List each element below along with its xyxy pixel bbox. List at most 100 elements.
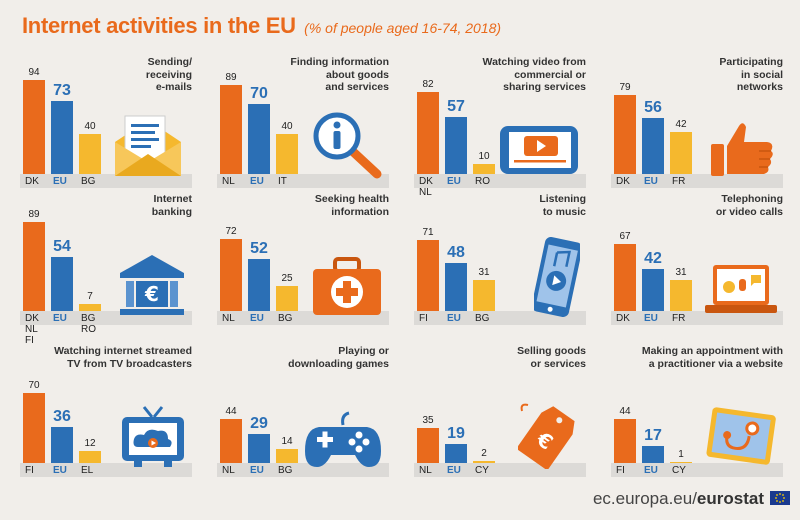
bar bbox=[642, 118, 664, 174]
chart-title-line: sharing services bbox=[503, 81, 586, 93]
chart-title-line: Playing or bbox=[338, 345, 389, 357]
chart-title: Finding information about goods and servic… bbox=[290, 56, 389, 94]
data-label: 2 bbox=[481, 448, 487, 459]
bar bbox=[23, 222, 45, 311]
chart-floor bbox=[611, 311, 783, 325]
category-label: EU bbox=[447, 176, 461, 187]
data-label: 10 bbox=[478, 151, 490, 162]
bar bbox=[79, 451, 101, 463]
bar bbox=[276, 134, 298, 174]
category-label: EL bbox=[81, 465, 94, 476]
chart-title: Selling goods or services bbox=[517, 345, 586, 370]
chart-panel: Listening to music 71 FI 48 EU 31 BG bbox=[414, 193, 586, 325]
category-label: DK NL FI bbox=[25, 313, 39, 346]
data-label: 31 bbox=[675, 267, 687, 278]
data-label: 40 bbox=[281, 121, 293, 132]
chart-title: Internet banking bbox=[152, 193, 192, 218]
bar bbox=[276, 286, 298, 311]
chart-title-line: Internet bbox=[153, 193, 192, 205]
bar bbox=[51, 101, 73, 174]
chart-title-line: downloading games bbox=[288, 357, 389, 370]
bar bbox=[642, 446, 664, 463]
euro-tag-icon: € bbox=[516, 401, 580, 474]
chart-title-line: Sending/ bbox=[147, 56, 192, 68]
bar bbox=[445, 263, 467, 311]
first-aid-kit-icon bbox=[311, 257, 383, 322]
category-label: FI bbox=[419, 313, 428, 324]
category-label: NL bbox=[222, 313, 235, 324]
chart-title: Participating in social networks bbox=[719, 56, 783, 94]
title-subtitle: (% of people aged 16-74, 2018) bbox=[304, 20, 502, 36]
bar bbox=[670, 132, 692, 174]
category-label: NL bbox=[222, 465, 235, 476]
bar bbox=[473, 164, 495, 174]
chart-floor bbox=[611, 174, 783, 188]
chart-title-line: Seeking health bbox=[314, 193, 389, 205]
footer-url: ec.europa.eu/ bbox=[592, 489, 697, 508]
category-label: FI bbox=[616, 465, 625, 476]
bar bbox=[79, 134, 101, 174]
chart-panel: Selling goods or services 35 NL 19 EU 2 CY € bbox=[414, 345, 586, 477]
data-label: 42 bbox=[675, 119, 687, 130]
chart-floor bbox=[611, 463, 783, 477]
category-label: NL bbox=[222, 176, 235, 187]
chart-title-line: receiving bbox=[145, 68, 192, 81]
data-label: 12 bbox=[84, 438, 96, 449]
category-label: FI bbox=[25, 465, 34, 476]
tv-cloud-icon bbox=[120, 405, 186, 474]
envelope-icon bbox=[111, 112, 186, 185]
chart-title: Listening to music bbox=[539, 193, 586, 218]
bar bbox=[670, 280, 692, 311]
title-main: Internet activities in the EU bbox=[22, 13, 296, 38]
bar bbox=[276, 449, 298, 463]
chart-title: Sending/receiving e-mails bbox=[146, 56, 192, 94]
data-label: 29 bbox=[250, 415, 268, 432]
chart-title-line: commercial or bbox=[514, 68, 586, 81]
bar bbox=[220, 85, 242, 174]
data-label: 14 bbox=[281, 436, 293, 447]
category-label: EU bbox=[53, 313, 67, 324]
chart-title: Making an appointment with a practitioner… bbox=[642, 345, 783, 370]
category-label: EU bbox=[447, 465, 461, 476]
category-label: BG RO bbox=[81, 313, 96, 335]
chart-title-line: banking bbox=[151, 205, 192, 218]
category-label: BG bbox=[475, 313, 490, 324]
category-label: EU bbox=[53, 176, 67, 187]
bar bbox=[248, 104, 270, 174]
chart-title-line: about goods bbox=[326, 68, 389, 81]
chart-title-line: information bbox=[331, 205, 389, 218]
video-phone-icon bbox=[498, 122, 580, 185]
bar bbox=[473, 461, 495, 463]
magnifier-info-icon bbox=[313, 112, 383, 185]
data-label: 54 bbox=[53, 238, 71, 255]
chart-title-line: and services bbox=[325, 81, 389, 93]
tablet-stethoscope-icon bbox=[705, 405, 777, 474]
data-label: 44 bbox=[619, 406, 631, 417]
bar bbox=[220, 419, 242, 463]
bar bbox=[51, 257, 73, 311]
chart-panel: Telephoning or video calls 67 DK 42 EU 31 FR bbox=[611, 193, 783, 325]
bar bbox=[670, 462, 692, 463]
chart-panel: Sending/receiving e-mails 94 DK 73 EU 40 BG bbox=[20, 56, 192, 188]
data-label: 36 bbox=[53, 408, 71, 425]
chart-panel: Seeking health information 72 NL 52 EU 25 BG bbox=[217, 193, 389, 325]
chart-floor bbox=[414, 174, 586, 188]
bar bbox=[445, 444, 467, 463]
chart-floor bbox=[414, 311, 586, 325]
category-label: IT bbox=[278, 176, 287, 187]
eu-flag-icon bbox=[770, 491, 790, 505]
chart-panel: Watching video from commercial or sharing … bbox=[414, 56, 586, 198]
data-label: 89 bbox=[28, 209, 40, 220]
data-label: 57 bbox=[447, 98, 465, 115]
chart-title: Playing or downloading games bbox=[288, 345, 389, 370]
chart-panel: Finding information about goods and servic… bbox=[217, 56, 389, 188]
bar bbox=[614, 419, 636, 463]
category-label: EU bbox=[250, 313, 264, 324]
svg-text:€: € bbox=[144, 282, 159, 306]
data-label: 35 bbox=[422, 415, 434, 426]
music-phone-icon bbox=[531, 236, 583, 322]
data-label: 44 bbox=[225, 406, 237, 417]
data-label: 48 bbox=[447, 244, 465, 261]
bar bbox=[51, 427, 73, 463]
data-label: 70 bbox=[28, 380, 40, 391]
